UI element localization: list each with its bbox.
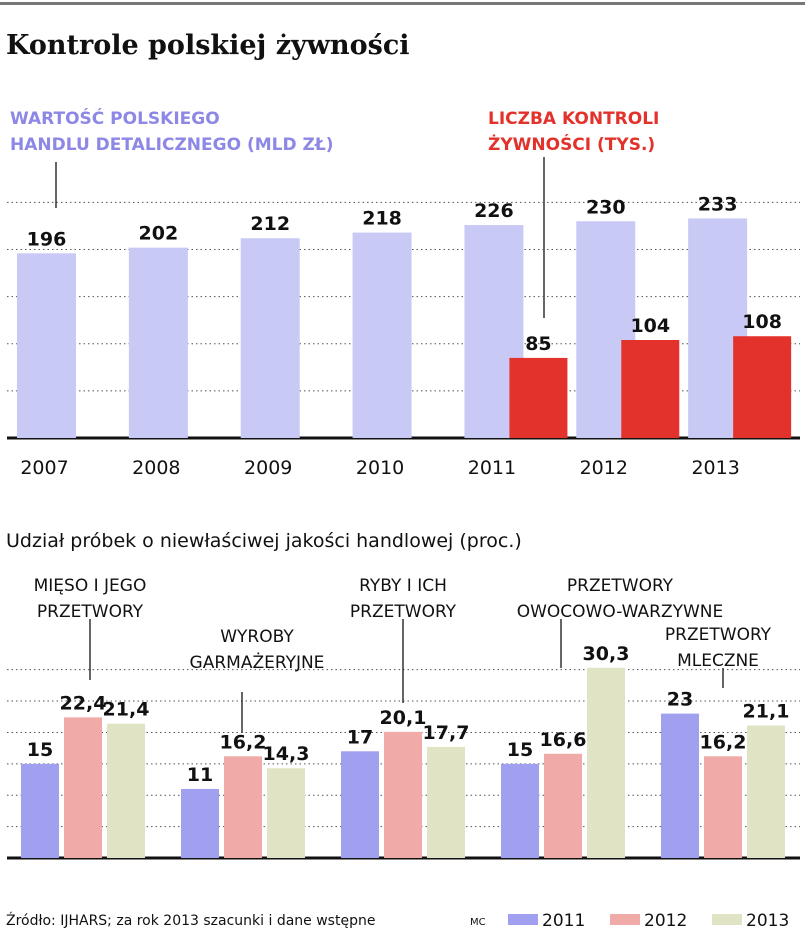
legend-swatch-2013 [712,914,742,925]
bar-2012-group-1 [224,756,262,858]
category-label-0-line1: PRZETWORY [37,602,144,622]
legend-swatch-2011 [508,914,538,925]
value-label-trade-2011: 226 [474,200,514,222]
chart1-bars [17,218,792,438]
top-rule [0,2,805,5]
x-tick-2009: 2009 [244,457,292,479]
legend-controls-line1: LICZBA KONTROLI [488,109,659,129]
bar-2012-group-0 [64,717,102,858]
value-label-trade-2009: 212 [250,213,290,235]
chart-title: Kontrole polskiej żywności [6,30,410,61]
legend-controls-line2: ŻYWNOŚCI (TYS.) [488,133,655,155]
x-tick-2010: 2010 [356,457,404,479]
value-label-2012-group-2: 20,1 [380,707,427,729]
category-label-1-line1: GARMAŻERYJNE [190,652,325,673]
value-label-2013-group-4: 21,1 [743,701,790,723]
value-label-trade-2008: 202 [139,223,179,245]
legend-trade-line2: HANDLU DETALICZNEGO (MLD ZŁ) [10,135,334,155]
value-label-controls-2012: 104 [630,315,670,337]
legend-label-2012: 2012 [644,911,687,931]
bar-2011-group-1 [181,788,219,858]
bar-trade-2008 [128,247,188,438]
value-label-2012-group-3: 16,6 [540,729,587,751]
credit: MC [470,917,486,928]
value-label-2013-group-1: 14,3 [263,743,310,765]
legend-swatch-2012 [610,914,640,925]
bar-2011-group-2 [341,751,379,858]
bar-2012-group-4 [704,756,742,858]
value-label-2012-group-4: 16,2 [700,731,747,753]
chart2-category-labels: MIĘSO I JEGO PRZETWORY WYROBY GARMAŻERYJNE R… [34,576,772,673]
bar-2013-group-4 [747,725,785,858]
category-label-1-line0: WYROBY [220,627,294,647]
value-label-2013-group-2: 17,7 [423,722,470,744]
x-tick-2007: 2007 [20,457,68,479]
category-label-3-line0: PRZETWORY [567,576,674,596]
bar-2013-group-2 [427,746,465,858]
chart1-ticks: 2007 2008 2009 2010 2011 2012 2013 [20,457,740,479]
x-tick-2012: 2012 [580,457,628,479]
bar-2013-group-1 [267,768,305,858]
x-tick-2008: 2008 [132,457,180,479]
legend-label-2013: 2013 [746,911,789,931]
category-label-3-line1: OWOCOWO-WARZYWNE [517,602,724,622]
bar-2013-group-3 [587,667,625,858]
value-label-trade-2007: 196 [27,228,67,250]
value-label-2012-group-0: 22,4 [60,692,107,714]
category-label-0-line0: MIĘSO I JEGO [34,576,147,596]
x-tick-2011: 2011 [468,457,516,479]
bar-controls-2012 [621,340,680,438]
value-label-2011-group-0: 15 [27,739,53,761]
value-label-2011-group-4: 23 [667,689,693,711]
legend-trade-line1: WARTOŚĆ POLSKIEGO [10,107,220,129]
value-label-2013-group-0: 21,4 [103,699,150,721]
bar-2011-group-0 [21,763,59,858]
bar-2012-group-2 [384,731,422,858]
bar-controls-2013 [733,336,792,438]
category-label-4-line0: PRZETWORY [665,625,772,645]
value-label-2013-group-3: 30,3 [583,643,630,665]
bar-2013-group-0 [107,723,145,858]
value-label-2011-group-2: 17 [347,726,373,748]
value-label-2011-group-1: 11 [187,764,213,786]
source-note: Źródło: IJHARS; za rok 2013 szacunki i d… [6,911,375,929]
bar-2011-group-4 [661,713,699,858]
chart2-title: Udział próbek o niewłaściwej jakości han… [6,530,522,552]
chart1-labels: 196 202 212 218 226 230 233 85 104 108 [27,193,782,354]
value-label-2011-group-3: 15 [507,739,533,761]
value-label-controls-2013: 108 [742,311,782,333]
value-label-trade-2012: 230 [586,196,626,218]
category-label-2-line1: PRZETWORY [350,602,457,622]
value-label-trade-2013: 233 [698,193,738,215]
value-label-controls-2011: 85 [525,333,551,355]
chart2-leaders [89,619,724,733]
bar-2011-group-3 [501,763,539,858]
bar-2012-group-3 [544,753,582,858]
bar-trade-2009 [240,238,300,438]
bar-trade-2010 [352,232,412,438]
bar-controls-2011 [509,357,568,438]
chart2-legend: 2011 2012 2013 [508,911,789,931]
category-label-4-line1: MLECZNE [677,651,759,671]
category-label-2-line0: RYBY I ICH [359,576,447,596]
legend-label-2011: 2011 [542,911,585,931]
bar-trade-2007 [17,253,76,438]
value-label-2012-group-1: 16,2 [220,731,267,753]
value-label-trade-2010: 218 [362,208,402,230]
x-tick-2013: 2013 [691,457,739,479]
chart2-bars [21,667,785,858]
